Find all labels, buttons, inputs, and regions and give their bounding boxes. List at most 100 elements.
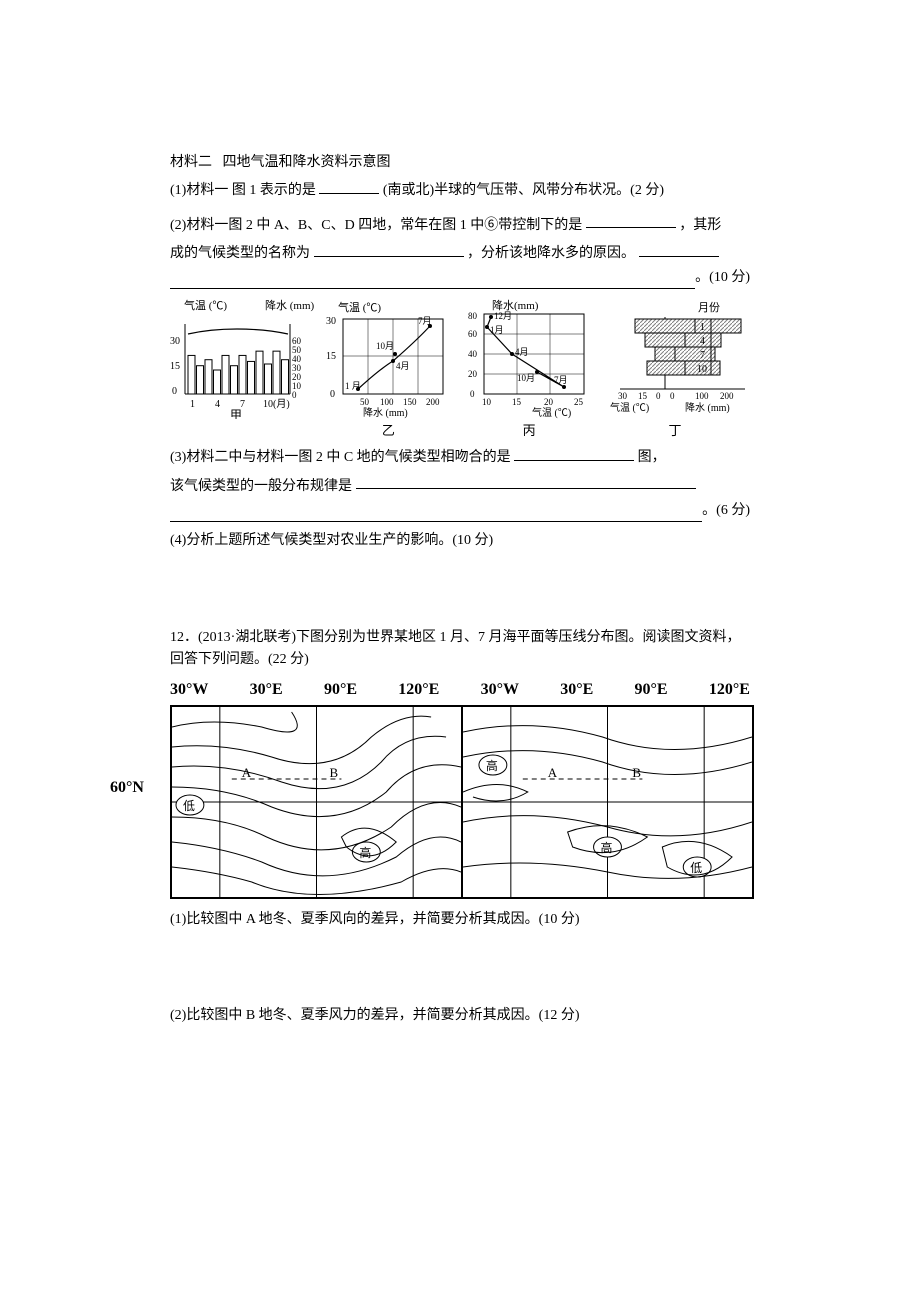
svg-text:1 月: 1 月 xyxy=(345,381,361,391)
svg-text:4月: 4月 xyxy=(515,347,529,357)
q3-line3: 。(6 分) xyxy=(170,500,750,522)
charts-row: 气温 (℃) 降水 (mm) 0 15 30 0 10 20 30 40 50 … xyxy=(170,299,750,439)
svg-text:25: 25 xyxy=(574,397,584,407)
q3-blank3[interactable] xyxy=(170,504,702,522)
svg-text:30: 30 xyxy=(292,363,302,373)
svg-text:10(月): 10(月) xyxy=(263,398,290,410)
q3-tail: 。(6 分) xyxy=(702,500,750,522)
svg-text:4: 4 xyxy=(700,336,705,347)
svg-text:80: 80 xyxy=(468,311,478,321)
svg-text:15: 15 xyxy=(638,391,648,401)
material-label: 材料二 xyxy=(170,155,212,170)
svg-text:0: 0 xyxy=(292,390,297,400)
chart-jia: 气温 (℃) 降水 (mm) 0 15 30 0 10 20 30 40 50 … xyxy=(170,299,315,419)
q3-pre: (3)材料二中与材料一图 2 中 C 地的气候类型相吻合的是 xyxy=(170,450,511,465)
svg-text:15: 15 xyxy=(326,351,336,362)
svg-text:10月: 10月 xyxy=(376,341,394,351)
q12-sub1-text: (1)比较图中 A 地冬、夏季风向的差异，并简要分析其成因。(10 分) xyxy=(170,912,580,927)
svg-text:降水 (mm): 降水 (mm) xyxy=(265,299,315,312)
q2-blank3[interactable] xyxy=(639,239,719,257)
svg-text:200: 200 xyxy=(426,397,440,407)
map-wrap: 60°N A B 低 xyxy=(170,705,754,899)
chart-yi: 气温 (℃) 0 15 30 1 月 4月 10月 7月 xyxy=(318,299,458,442)
q2-mid1: ，其形 xyxy=(679,217,721,232)
svg-text:0: 0 xyxy=(330,389,335,400)
svg-text:150: 150 xyxy=(403,397,417,407)
lon-6: 90°E xyxy=(635,677,668,703)
svg-text:1: 1 xyxy=(190,399,195,410)
svg-text:50: 50 xyxy=(292,345,302,355)
svg-text:1: 1 xyxy=(700,322,705,333)
spacer1 xyxy=(170,555,750,625)
svg-text:10: 10 xyxy=(482,397,492,407)
lon-4: 30°W xyxy=(481,677,519,703)
q2-blank4[interactable] xyxy=(170,272,695,290)
svg-text:30: 30 xyxy=(170,336,180,347)
svg-text:7月: 7月 xyxy=(554,375,568,385)
q12-sub2-text: (2)比较图中 B 地冬、夏季风力的差异，并简要分析其成因。(12 分) xyxy=(170,1008,580,1023)
q1-blank[interactable] xyxy=(319,176,379,194)
q3-blank1[interactable] xyxy=(514,443,634,461)
svg-text:200: 200 xyxy=(720,391,734,401)
chart-bing: 降水(mm) 0 20 40 60 80 12月 1月 4月 10月 xyxy=(462,299,597,442)
svg-text:20: 20 xyxy=(468,369,478,379)
chart-jia-svg: 气温 (℃) 降水 (mm) 0 15 30 0 10 20 30 40 50 … xyxy=(170,299,315,419)
svg-text:60: 60 xyxy=(292,336,302,346)
chart-ding: 月份 1 4 7 10 xyxy=(600,299,750,442)
page: 材料二 四地气温和降水资料示意图 (1)材料一 图 1 表示的是 (南或北)半球… xyxy=(0,0,920,1302)
svg-text:高: 高 xyxy=(359,845,371,860)
map-longitudes: 30°W 30°E 90°E 120°E 30°W 30°E 90°E 120°… xyxy=(170,677,750,703)
svg-text:气温 (℃): 气温 (℃) xyxy=(610,401,649,414)
svg-text:月份: 月份 xyxy=(698,301,720,314)
lon-7: 120°E xyxy=(709,677,750,703)
svg-text:0: 0 xyxy=(656,391,661,401)
svg-text:4月: 4月 xyxy=(396,361,410,371)
svg-text:7月: 7月 xyxy=(418,316,432,326)
svg-text:降水 (mm): 降水 (mm) xyxy=(685,401,730,414)
svg-text:15: 15 xyxy=(170,361,180,372)
q1-line: (1)材料一 图 1 表示的是 (南或北)半球的气压带、风带分布状况。(2 分) xyxy=(170,176,750,202)
q3-post: 图， xyxy=(638,450,666,465)
lon-0: 30°W xyxy=(170,677,208,703)
q3-line2: 该气候类型的一般分布规律是 xyxy=(170,472,750,498)
spacer2 xyxy=(170,933,750,1003)
lon-5: 30°E xyxy=(560,677,593,703)
svg-text:低: 低 xyxy=(690,861,702,875)
q12-head: 12．(2013·湖北联考)下图分别为世界某地区 1 月、7 月海平面等压线分布… xyxy=(170,627,750,672)
q1-pre: (1)材料一 图 1 表示的是 xyxy=(170,183,316,198)
svg-text:B: B xyxy=(632,765,641,780)
q2-blank2[interactable] xyxy=(314,239,464,257)
svg-text:10: 10 xyxy=(697,364,707,375)
svg-text:50: 50 xyxy=(360,397,370,407)
svg-text:100: 100 xyxy=(695,391,709,401)
map-block: 30°W 30°E 90°E 120°E 30°W 30°E 90°E 120°… xyxy=(170,677,750,899)
chart-yi-label: 乙 xyxy=(382,421,395,442)
svg-text:0: 0 xyxy=(172,386,177,397)
svg-text:40: 40 xyxy=(468,349,478,359)
material-title: 四地气温和降水资料示意图 xyxy=(223,155,391,170)
svg-text:15: 15 xyxy=(512,397,522,407)
q3-line1: (3)材料二中与材料一图 2 中 C 地的气候类型相吻合的是 图， xyxy=(170,443,750,469)
svg-text:4: 4 xyxy=(215,399,220,410)
q12-sub2: (2)比较图中 B 地冬、夏季风力的差异，并简要分析其成因。(12 分) xyxy=(170,1005,750,1027)
svg-text:低: 低 xyxy=(183,799,195,813)
lon-3: 120°E xyxy=(398,677,439,703)
q2-blank1[interactable] xyxy=(586,211,676,229)
lon-1: 30°E xyxy=(250,677,283,703)
q4-line: (4)分析上题所述气候类型对农业生产的影响。(10 分) xyxy=(170,530,750,552)
svg-text:40: 40 xyxy=(292,354,302,364)
q2-line3: 。(10 分) xyxy=(170,267,750,289)
svg-text:B: B xyxy=(329,765,338,780)
svg-text:10: 10 xyxy=(292,381,302,391)
svg-text:气温 (℃): 气温 (℃) xyxy=(184,299,227,312)
q3-blank2[interactable] xyxy=(356,472,696,490)
svg-text:A: A xyxy=(548,765,558,780)
q2-mid2: ，分析该地降水多的原因。 xyxy=(467,246,635,261)
svg-text:20: 20 xyxy=(544,397,554,407)
map-july: A B 高 高 低 xyxy=(463,707,752,897)
chart-yi-svg: 气温 (℃) 0 15 30 1 月 4月 10月 7月 xyxy=(318,299,458,419)
chart-bing-label: 丙 xyxy=(523,421,536,442)
q2-line2-pre: 成的气候类型的名称为 xyxy=(170,246,310,261)
map-latitude: 60°N xyxy=(110,775,144,801)
svg-text:60: 60 xyxy=(468,329,478,339)
